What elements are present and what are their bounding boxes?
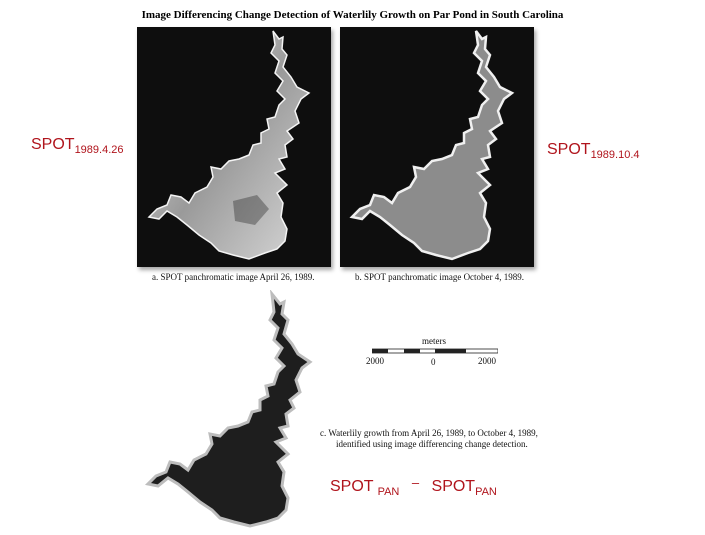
label-spot-april-date: 1989.4.26 — [74, 144, 124, 156]
label-spot-october: SPOT1989.10.4 — [547, 141, 640, 161]
caption-c-line1: c. Waterlily growth from April 26, 1989,… — [320, 428, 538, 438]
label-spot-april-main: SPOT — [31, 136, 75, 153]
scale-center-value: 0 — [431, 357, 436, 367]
waterlily-change-map — [140, 289, 340, 530]
formula-term-b: SPOT — [431, 478, 476, 495]
scale-unit: meters — [422, 336, 446, 346]
formula-term-b-sub: PAN — [475, 486, 497, 498]
scale-bar-graphic — [372, 348, 498, 354]
formula-operator: – — [411, 475, 420, 490]
difference-formula: SPOT PAN – SPOTPAN — [330, 475, 497, 498]
caption-c-line2: identified using image differencing chan… — [336, 439, 528, 449]
caption-a: a. SPOT panchromatic image April 26, 198… — [152, 272, 315, 282]
scale-right-value: 2000 — [478, 356, 496, 366]
label-spot-april: SPOT1989.4.26 — [31, 136, 124, 156]
spot-image-april — [137, 27, 331, 267]
spot-image-october — [340, 27, 534, 267]
label-spot-october-date: 1989.10.4 — [590, 149, 640, 161]
formula-term-a-sub: PAN — [377, 486, 400, 498]
label-spot-october-main: SPOT — [547, 141, 591, 158]
scale-bar: meters 2000 0 2000 — [362, 336, 502, 370]
scale-left-value: 2000 — [366, 356, 384, 366]
formula-term-a: SPOT — [330, 478, 374, 495]
caption-b: b. SPOT panchromatic image October 4, 19… — [355, 272, 525, 282]
figure-title: Image Differencing Change Detection of W… — [141, 9, 564, 21]
